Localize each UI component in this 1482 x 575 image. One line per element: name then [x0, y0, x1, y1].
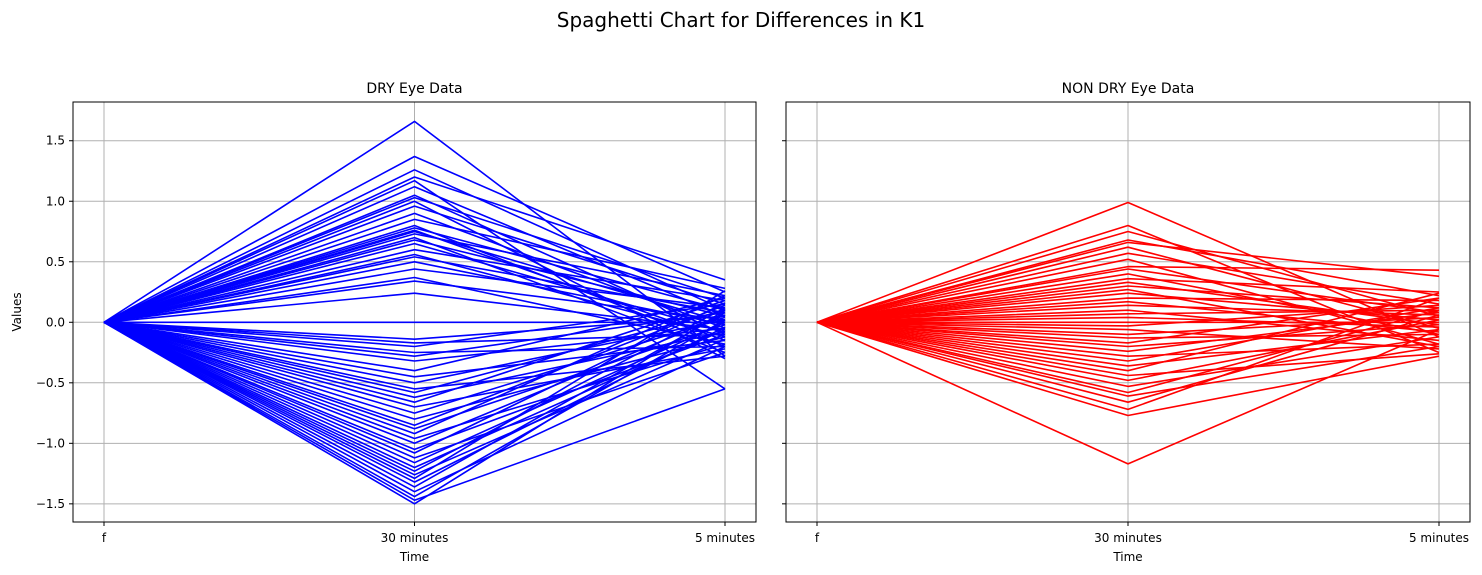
x-tick-label: f [102, 531, 107, 545]
series-line [816, 304, 1440, 327]
series-line [103, 294, 726, 435]
series-line [103, 179, 726, 390]
chart-title: DRY Eye Data [366, 81, 462, 97]
series-line [103, 248, 726, 324]
y-axis-label: Values [10, 292, 24, 331]
series-line [103, 303, 726, 348]
series-line [816, 277, 1440, 324]
series-line [816, 321, 1440, 358]
series-line [816, 321, 1440, 417]
series-line [816, 285, 1440, 324]
series-line [103, 176, 726, 324]
series-line [103, 321, 726, 451]
x-tick-label: f [815, 531, 820, 545]
series-line [816, 288, 1440, 348]
series-line [816, 268, 1440, 324]
y-tick-label: −1.5 [36, 497, 65, 511]
series-line [103, 311, 726, 358]
series-line [103, 120, 726, 357]
series-line [103, 268, 726, 324]
series-line [816, 321, 1440, 377]
series-line [103, 314, 726, 445]
series-line [816, 321, 1440, 465]
series-line [103, 304, 726, 427]
series-line [103, 242, 726, 333]
series-line [103, 321, 726, 476]
series-line [103, 315, 726, 341]
series-line [816, 321, 1440, 348]
series-line [816, 309, 1440, 394]
series-line [103, 321, 726, 502]
series-line [103, 321, 726, 464]
series-line [816, 321, 1440, 388]
x-axis-label: Time [399, 550, 429, 564]
series-line [816, 316, 1440, 336]
series-line [816, 258, 1440, 345]
x-tick-label: 30 minutes [1094, 531, 1162, 545]
series-line [816, 307, 1440, 362]
series-line [103, 297, 726, 372]
series-line [103, 321, 726, 493]
series-line [103, 256, 726, 324]
y-tick-label: −0.5 [36, 376, 65, 390]
series-line [103, 239, 726, 324]
x-axis-label: Time [1112, 550, 1142, 564]
series-line [103, 321, 726, 430]
series-line [816, 273, 1440, 336]
series-line [103, 299, 726, 404]
series-line [816, 292, 1440, 372]
series-line [103, 260, 726, 326]
series-line [103, 321, 726, 420]
series-line [816, 321, 1440, 367]
series-line [103, 155, 726, 324]
series-line [103, 169, 726, 324]
series-line [816, 201, 1440, 338]
x-tick-label: 5 minutes [695, 531, 755, 545]
series-line [103, 290, 726, 480]
series-line [103, 309, 726, 394]
series-line [103, 321, 726, 390]
y-tick-label: 1.5 [46, 134, 65, 148]
series-line [816, 297, 1440, 324]
y-tick-label: −1.0 [36, 436, 65, 450]
series-line [103, 309, 726, 505]
y-tick-label: 0.5 [46, 255, 65, 269]
chart-title: NON DRY Eye Data [1062, 81, 1195, 97]
series-line [103, 319, 726, 498]
series-line [816, 319, 1440, 382]
figure-title: Spaghetti Chart for Differences in K1 [556, 8, 926, 32]
series-line [103, 218, 726, 324]
series-line [103, 311, 726, 488]
series-line [816, 297, 1440, 411]
series-line [816, 321, 1440, 397]
series-line [816, 309, 1440, 342]
series-line [816, 241, 1440, 324]
x-tick-label: 30 minutes [381, 531, 449, 545]
series-line [816, 314, 1440, 404]
series-line [103, 307, 726, 473]
series-line [103, 321, 726, 459]
series-line [816, 297, 1440, 344]
series-line [103, 321, 726, 362]
series-line [103, 233, 726, 324]
series-line [103, 205, 726, 324]
series-line [103, 280, 726, 324]
series-line [103, 185, 726, 324]
y-tick-label: 0.0 [46, 315, 65, 329]
y-tick-label: 1.0 [46, 194, 65, 208]
x-tick-label: 5 minutes [1409, 531, 1469, 545]
series-line [103, 316, 726, 414]
chart-non-dry-eye: f 30 minutes 5 minutes NON DRY Eye Data Time [782, 81, 1471, 564]
chart-dry-eye: −1.5 −1.0 −0.5 0.0 0.5 1.0 1.5 f 30 minutes 5 min… [10, 81, 757, 564]
